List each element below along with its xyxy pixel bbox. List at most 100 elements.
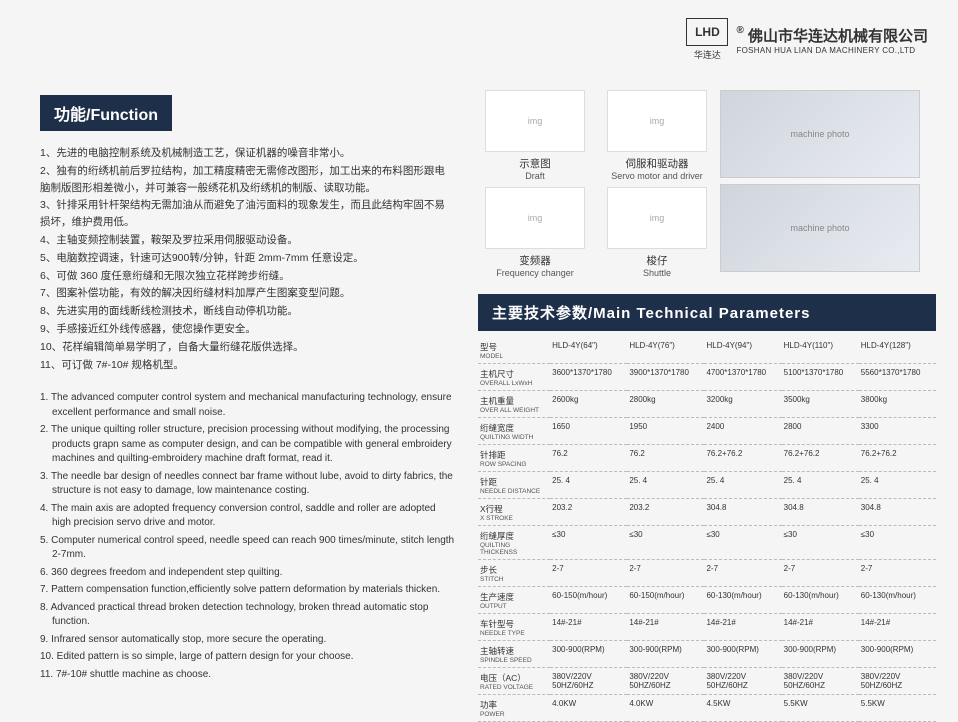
table-row: 主轴转速SPINDLE SPEED300-900(RPM)300-900(RPM…	[478, 641, 936, 668]
param-value: 76.2+76.2	[704, 445, 781, 472]
param-value: 5.5KW	[782, 695, 859, 722]
param-value: 300-900(RPM)	[859, 641, 936, 668]
function-item-en: 9. Infrared sensor automatically stop, m…	[40, 633, 455, 648]
param-value: ≤30	[782, 526, 859, 560]
param-label: 主轴转速SPINDLE SPEED	[478, 641, 550, 668]
function-item-cn: 7、图案补偿功能，有效的解决因绗缝材料加厚产生图案变型问题。	[40, 285, 455, 302]
logo: LHD 华连达	[686, 18, 728, 61]
param-value: 3600*1370*1780	[550, 364, 627, 391]
param-value: 76.2+76.2	[859, 445, 936, 472]
component-image: img	[485, 187, 585, 249]
table-row: 主机重量OVER ALL WEIGHT2600kg2800kg3200kg350…	[478, 391, 936, 418]
component-label-en: Shuttle	[602, 268, 712, 278]
param-label: 主机重量OVER ALL WEIGHT	[478, 391, 550, 418]
param-value: 1650	[550, 418, 627, 445]
table-row: 型号MODELHLD-4Y(64")HLD-4Y(76")HLD-4Y(94")…	[478, 337, 936, 364]
param-value: 2600kg	[550, 391, 627, 418]
table-row: 电压（AC）RATED VOLTAGE380V/220V 50HZ/60HZ38…	[478, 668, 936, 695]
table-row: 绗缝宽度QUILTING WIDTH16501950240028003300	[478, 418, 936, 445]
param-value: 300-900(RPM)	[627, 641, 704, 668]
function-item-cn: 2、独有的绗绣机前后罗拉结构，加工精度精密无需修改图形，加工出来的布料图形跟电脑…	[40, 163, 455, 197]
table-row: 功率POWER4.0KW4.0KW4.5KW5.5KW5.5KW	[478, 695, 936, 722]
machine-photos: machine photo machine photo	[720, 90, 920, 278]
table-row: 针距NEEDLE DISTANCE25. 425. 425. 425. 425.…	[478, 472, 936, 499]
param-label: 电压（AC）RATED VOLTAGE	[478, 668, 550, 695]
param-value: HLD-4Y(128")	[859, 337, 936, 364]
component-icon-cell: img伺服和驱动器Servo motor and driver	[602, 90, 712, 181]
param-value: 380V/220V 50HZ/60HZ	[782, 668, 859, 695]
param-value: 304.8	[782, 499, 859, 526]
function-item-cn: 4、主轴变频控制装置，鞍架及罗拉采用伺服驱动设备。	[40, 232, 455, 249]
param-value: 1950	[627, 418, 704, 445]
param-value: 14#-21#	[550, 614, 627, 641]
param-value: 60-130(m/hour)	[704, 587, 781, 614]
function-item-en: 4. The main axis are adopted frequency c…	[40, 502, 455, 531]
param-value: 380V/220V 50HZ/60HZ	[704, 668, 781, 695]
param-value: 60-130(m/hour)	[782, 587, 859, 614]
logo-mark-text: LHD	[695, 25, 720, 39]
table-row: 针排距ROW SPACING76.276.276.2+76.276.2+76.2…	[478, 445, 936, 472]
company-names: ® 佛山市华连达机械有限公司 FOSHAN HUA LIAN DA MACHIN…	[736, 25, 928, 55]
param-value: 25. 4	[782, 472, 859, 499]
param-value: 25. 4	[627, 472, 704, 499]
param-value: 203.2	[550, 499, 627, 526]
function-item-en: 11. 7#-10# shuttle machine as choose.	[40, 668, 455, 683]
component-icon-cell: img梭仔Shuttle	[602, 187, 712, 278]
function-section: 功能/Function 1、先进的电脑控制系统及机械制造工艺，保证机器的噪音非常…	[40, 95, 455, 685]
component-label-cn: 伺服和驱动器	[602, 156, 712, 171]
param-label: 针距NEEDLE DISTANCE	[478, 472, 550, 499]
reg-mark: ®	[736, 25, 743, 36]
logo-sub-text: 华连达	[694, 50, 721, 60]
function-item-en: 8. Advanced practical thread broken dete…	[40, 601, 455, 630]
param-value: 4.0KW	[627, 695, 704, 722]
machine-photo-1: machine photo	[720, 90, 920, 178]
param-value: 14#-21#	[782, 614, 859, 641]
function-item-en: 5. Computer numerical control speed, nee…	[40, 534, 455, 563]
param-label: 型号MODEL	[478, 337, 550, 364]
param-label: 功率POWER	[478, 695, 550, 722]
param-value: HLD-4Y(94")	[704, 337, 781, 364]
param-value: 3300	[859, 418, 936, 445]
function-item-cn: 3、针排采用针杆架结构无需加油从而避免了油污面料的现象发生，而且此结构牢固不易损…	[40, 197, 455, 231]
param-value: 76.2	[627, 445, 704, 472]
function-item-en: 10. Edited pattern is so simple, large o…	[40, 650, 455, 665]
param-value: 300-900(RPM)	[704, 641, 781, 668]
logo-mark: LHD	[686, 18, 728, 46]
component-label-en: Frequency changer	[480, 268, 590, 278]
parameters-table: 型号MODELHLD-4Y(64")HLD-4Y(76")HLD-4Y(94")…	[478, 337, 936, 722]
param-value: ≤30	[627, 526, 704, 560]
function-item-en: 7. Pattern compensation function,efficie…	[40, 583, 455, 598]
company-header: LHD 华连达 ® 佛山市华连达机械有限公司 FOSHAN HUA LIAN D…	[686, 18, 928, 61]
param-label: 绗缝厚度QUILTING THICKENSS	[478, 526, 550, 560]
param-value: 380V/220V 50HZ/60HZ	[627, 668, 704, 695]
param-label: 步长STITCH	[478, 560, 550, 587]
component-image: img	[607, 90, 707, 152]
param-value: HLD-4Y(110")	[782, 337, 859, 364]
param-value: 60-130(m/hour)	[859, 587, 936, 614]
table-row: 车针型号NEEDLE TYPE14#-21#14#-21#14#-21#14#-…	[478, 614, 936, 641]
param-value: 2-7	[550, 560, 627, 587]
table-row: 步长STITCH2-72-72-72-72-7	[478, 560, 936, 587]
param-value: 2800	[782, 418, 859, 445]
param-value: 203.2	[627, 499, 704, 526]
parameters-title: 主要技术参数/Main Technical Parameters	[478, 294, 936, 331]
param-value: 300-900(RPM)	[550, 641, 627, 668]
component-image: img	[485, 90, 585, 152]
param-value: 2-7	[782, 560, 859, 587]
param-value: 304.8	[704, 499, 781, 526]
param-value: 5560*1370*1780	[859, 364, 936, 391]
param-value: 2800kg	[627, 391, 704, 418]
param-value: 5100*1370*1780	[782, 364, 859, 391]
param-value: 25. 4	[859, 472, 936, 499]
param-value: 25. 4	[704, 472, 781, 499]
param-value: ≤30	[550, 526, 627, 560]
param-value: 304.8	[859, 499, 936, 526]
param-label: 绗缝宽度QUILTING WIDTH	[478, 418, 550, 445]
param-value: 5.5KW	[859, 695, 936, 722]
param-value: ≤30	[704, 526, 781, 560]
function-item-cn: 6、可做 360 度任意绗缝和无限次独立花样跨步绗缝。	[40, 268, 455, 285]
param-value: 3500kg	[782, 391, 859, 418]
component-icons: img示意图Draftimg伺服和驱动器Servo motor and driv…	[480, 90, 712, 278]
param-value: 3900*1370*1780	[627, 364, 704, 391]
function-item-cn: 9、手感接近红外线传感器，使您操作更安全。	[40, 321, 455, 338]
